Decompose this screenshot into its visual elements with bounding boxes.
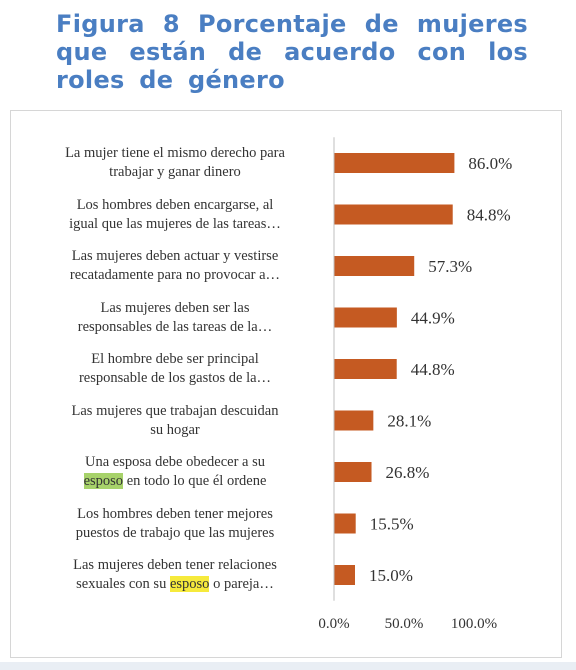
data-label-3: 44.9%: [411, 309, 455, 328]
category-label-5: Las mujeres que trabajan descuidan su hog…: [42, 402, 308, 440]
category-label-line: Las mujeres deben tener relaciones: [73, 557, 277, 573]
bar-3: [334, 307, 397, 328]
category-label-line: trabajar y ganar dinero: [109, 164, 241, 180]
category-label-line: Las mujeres deben actuar y vestirse: [71, 248, 279, 264]
category-label-1: Los hombres deben encargarse, al igual qu…: [42, 196, 308, 234]
bar-chart: 86.0% 84.8% 57.3% 44.9% 44.8% 28.1% 26.8% 15.5%…: [318, 137, 512, 632]
category-label-0: La mujer tiene el mismo derecho para trab…: [42, 144, 308, 182]
chart-frame: 86.0% 84.8% 57.3% 44.9% 44.8% 28.1% 26.8% 15.5%…: [10, 110, 562, 658]
category-label-7: Los hombres deben tener mejores puestos d…: [42, 505, 308, 543]
data-label-8: 15.0%: [369, 566, 413, 585]
data-label-6: 26.8%: [386, 463, 430, 482]
bar-4: [334, 359, 397, 379]
category-label-8: Las mujeres deben tener relaciones sexual…: [42, 556, 308, 594]
page-title: Figura 8 Porcentaje de mujeres que están…: [56, 10, 528, 94]
bar-6: [334, 462, 372, 482]
category-label-line: sexuales con su esposo o pareja…: [76, 576, 274, 592]
page-bottom-strip: [0, 662, 576, 670]
category-label-line: recatadamente para no provocar a…: [69, 267, 281, 283]
bar-0: [334, 153, 455, 173]
category-label-3: Las mujeres deben ser las responsables de…: [42, 299, 308, 337]
category-label-line: responsables de las tareas de la…: [77, 318, 273, 335]
category-label-line: Una esposa debe obedecer a su: [85, 454, 265, 470]
category-label-2: Las mujeres deben actuar y vestirse recat…: [42, 247, 308, 285]
data-label-4: 44.8%: [411, 360, 455, 379]
category-label-line: El hombre debe ser principal: [91, 351, 259, 367]
bar-8: [334, 565, 355, 585]
data-label-1: 84.8%: [467, 206, 511, 225]
highlighted-word: esposo: [83, 473, 124, 489]
category-label-line: La mujer tiene el mismo derecho para: [65, 145, 285, 161]
category-label-line: Las mujeres que trabajan descuidan: [71, 402, 279, 419]
category-label-6: Una esposa debe obedecer a su esposo en t…: [42, 453, 308, 491]
data-label-0: 86.0%: [468, 154, 512, 173]
category-label-line: puestos de trabajo que las mujeres: [75, 524, 275, 541]
category-label-line: su hogar: [150, 421, 200, 438]
highlighted-word: esposo: [169, 576, 210, 592]
bar-7: [334, 513, 356, 534]
x-tick-label-0: 0.0%: [318, 616, 349, 632]
x-tick-label-1: 50.0%: [385, 616, 424, 632]
category-label-line: igual que las mujeres de las tareas…: [69, 215, 281, 232]
category-label-line: esposo en todo lo que él ordene: [83, 473, 267, 489]
category-label-line: Los hombres deben encargarse, al: [76, 196, 274, 213]
data-label-7: 15.5%: [370, 515, 414, 534]
category-label-line: Los hombres deben tener mejores: [77, 505, 273, 522]
category-label-line: Las mujeres deben ser las: [100, 299, 250, 316]
bar-1: [334, 204, 453, 225]
category-label-line: responsable de los gastos de la…: [78, 370, 272, 386]
data-label-5: 28.1%: [387, 412, 431, 431]
data-label-2: 57.3%: [428, 257, 472, 276]
bar-5: [334, 410, 374, 431]
bar-2: [334, 256, 415, 276]
category-label-4: El hombre debe ser principal responsable …: [42, 350, 308, 388]
x-tick-label-2: 100.0%: [451, 616, 497, 632]
